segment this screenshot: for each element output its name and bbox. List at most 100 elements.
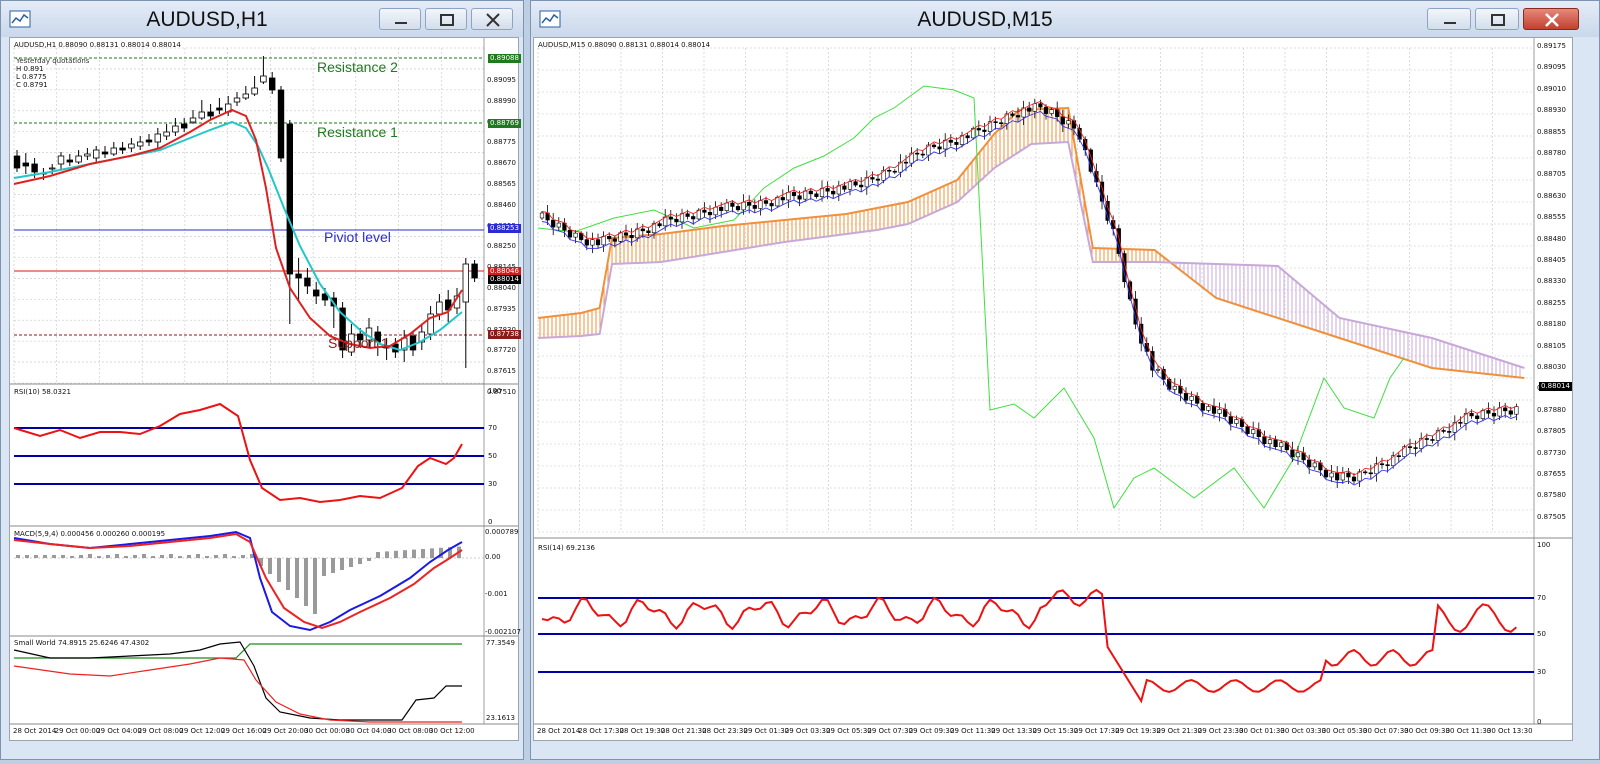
candle-body — [814, 193, 819, 197]
macd-header: MACD(5,9,4) 0.000456 0.000260 0.000195 — [14, 530, 166, 538]
candle-body — [691, 216, 696, 220]
price-axis-label: 0.87730 — [1537, 448, 1566, 457]
macd-histogram-bar — [124, 556, 128, 558]
candle-body — [1150, 351, 1155, 371]
candle-body — [719, 206, 724, 211]
macd-histogram-bar — [178, 556, 182, 558]
time-axis-label: 29 Oct 12:00 — [179, 727, 226, 735]
candle-body — [825, 188, 830, 192]
candle-body — [982, 129, 987, 132]
candle-body — [1435, 430, 1441, 441]
rsi-axis-label: 100 — [1537, 541, 1551, 549]
candle-body — [1262, 436, 1267, 444]
macd-histogram-bar — [394, 550, 398, 558]
price-axis-label: 0.87510 — [487, 388, 516, 396]
time-axis-label: 29 Oct 03:30 — [784, 727, 831, 735]
resistance-2-label: Resistance 2 — [317, 59, 398, 75]
candle-body — [233, 97, 241, 103]
candle-body — [579, 232, 584, 240]
minimize-button[interactable] — [379, 8, 421, 30]
candle-body — [987, 121, 993, 132]
macd-histogram-bar — [250, 554, 254, 558]
macd-histogram-bar — [160, 555, 164, 558]
candle-body — [1491, 412, 1497, 417]
chart-canvas-h1[interactable]: AUDUSD,H1 0.88090 0.88131 0.88014 0.8801… — [9, 37, 521, 741]
macd-histogram-bar — [133, 555, 137, 558]
yesterday-high: H 0.891 — [16, 65, 44, 73]
candle-body — [180, 123, 188, 129]
support-1-label: Support 1 — [328, 335, 389, 351]
macd-histogram-bar — [106, 555, 110, 558]
macd-histogram-bar — [322, 558, 326, 576]
candle-body — [427, 313, 434, 335]
maximize-icon — [1491, 14, 1505, 26]
macd-histogram-bar — [448, 547, 452, 558]
close-button[interactable] — [471, 8, 513, 30]
candle-body — [920, 153, 925, 156]
price-axis-label: 0.88775 — [487, 138, 516, 147]
candle-body — [607, 236, 612, 240]
price-axis-label: 0.87720 — [487, 346, 516, 355]
candle-body — [859, 184, 864, 188]
candle-body — [1200, 403, 1205, 411]
macd-histogram-bar — [151, 556, 155, 558]
macd-histogram-bar — [295, 558, 299, 598]
candle-body — [713, 206, 718, 216]
rsi-line — [541, 588, 1518, 704]
candle-body — [1015, 115, 1021, 118]
candle-body — [875, 178, 881, 181]
candle-body — [915, 152, 920, 155]
maximize-button[interactable] — [1475, 8, 1519, 30]
small-world-axis-label: 23.1613 — [486, 714, 515, 722]
time-axis-label: 30 Oct 13:30 — [1486, 727, 1533, 735]
close-button[interactable] — [1523, 8, 1579, 30]
candle-body — [84, 153, 91, 157]
macd-histogram-bar — [88, 554, 92, 558]
candle-body — [847, 181, 853, 190]
minimize-button[interactable] — [1427, 8, 1471, 30]
rsi-axis-label: 30 — [488, 480, 497, 488]
time-axis-label: 29 Oct 09:30 — [908, 727, 955, 735]
chart-window-h1[interactable]: AUDUSD,H1 AUDUSD,H1 0.88090 0.88131 0.88… — [0, 0, 524, 760]
m15-price-and-rsi-plot — [534, 38, 1572, 725]
title-bar[interactable]: AUDUSD,H1 — [1, 1, 523, 37]
candle-body — [724, 202, 729, 211]
macd-histogram-bar — [286, 558, 290, 590]
candle-body — [1027, 107, 1032, 112]
title-bar[interactable]: AUDUSD,M15 — [531, 1, 1599, 37]
candle-body — [556, 222, 561, 228]
small-world-header: Small World 74.8915 25.6246 47.4302 — [14, 639, 150, 647]
candle-body — [1486, 410, 1491, 414]
candle-body — [758, 200, 763, 209]
candle-body — [657, 223, 662, 227]
maximize-button[interactable] — [425, 8, 467, 30]
time-axis-label: 30 Oct 09:30 — [1404, 727, 1450, 735]
price-axis-label: 0.87830 — [487, 326, 516, 334]
small-world-axis-label: 77.3549 — [486, 639, 515, 647]
candle-body — [1312, 462, 1317, 468]
candle-body — [1217, 409, 1222, 414]
candle-body — [1021, 107, 1026, 118]
time-axis-label: 29 Oct 21:30 — [1156, 727, 1203, 735]
macd-histogram-bar — [358, 558, 362, 564]
price-axis-label: 0.88670 — [487, 159, 516, 168]
candle-body — [93, 149, 100, 159]
macd-histogram-bar — [169, 554, 173, 558]
ichimoku-senkou-b — [537, 140, 1525, 369]
candle-body — [145, 139, 153, 143]
candle-body — [1346, 472, 1351, 478]
candle-body — [1329, 472, 1334, 478]
candle-body — [1407, 446, 1413, 448]
candle-body — [242, 93, 249, 99]
candle-body — [623, 232, 629, 236]
candle-body — [909, 152, 914, 164]
candle-body — [640, 228, 645, 232]
candle-body — [836, 185, 841, 195]
chart-window-m15[interactable]: AUDUSD,M15 AUDUSD,M15 0.88090 0.88131 0.… — [530, 0, 1600, 760]
chart-canvas-m15[interactable]: AUDUSD,M15 0.88090 0.88131 0.88014 0.880… — [533, 37, 1573, 741]
candle-body — [260, 75, 267, 83]
time-axis-label: 28 Oct 23:30 — [702, 727, 748, 735]
candle-body — [870, 177, 875, 180]
macd-histogram-bar — [214, 555, 218, 558]
candle-body — [22, 162, 29, 167]
